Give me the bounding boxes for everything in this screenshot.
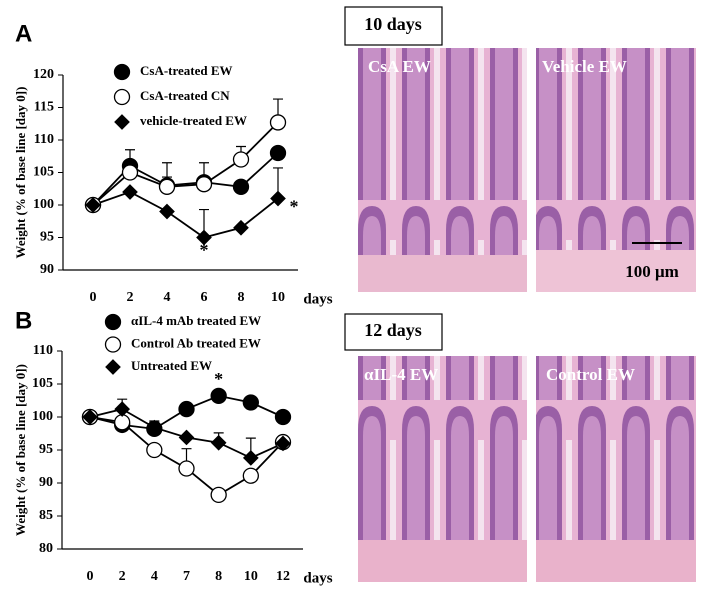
legend-label: CsA-treated CN: [140, 88, 230, 103]
image-label: Control EW: [546, 365, 635, 384]
data-point: [210, 486, 227, 504]
data-point: [242, 467, 259, 484]
data-point: [242, 450, 259, 466]
legend-label: vehicle-treated EW: [140, 113, 247, 128]
data-point: [210, 387, 227, 405]
legend-label: Control Ab treated EW: [131, 335, 261, 350]
data-point: [178, 460, 195, 477]
data-point: [178, 400, 195, 418]
title-box: [344, 313, 443, 351]
legend-label: Untreated EW: [131, 358, 212, 373]
data-point: [242, 394, 259, 411]
legend-marker: [113, 63, 131, 81]
y-tick-label: 115: [34, 100, 54, 115]
x-tick-label: 12: [276, 569, 290, 584]
series-line: [92, 121, 279, 206]
x-tick-label: 2: [119, 569, 126, 584]
x-tick-label: 4: [164, 290, 171, 305]
x-tick-label: 10: [244, 569, 258, 584]
image: [358, 48, 527, 292]
y-tick-label: 95: [39, 442, 53, 457]
x-tick-label: 6: [201, 290, 208, 305]
legend-marker: [114, 114, 130, 130]
image-title: 10 days: [364, 14, 422, 34]
image-label: αIL-4 EW: [364, 365, 438, 384]
image-base: [358, 540, 527, 582]
data-point: [146, 419, 163, 436]
data-point: [270, 190, 286, 207]
y-tick-label: 80: [39, 541, 53, 556]
data-point: [195, 176, 213, 193]
y-tick-label: 90: [39, 475, 53, 490]
annotation: *: [200, 240, 209, 260]
x-tick-label: 2: [127, 290, 134, 305]
data-point: [232, 151, 250, 168]
data-point: [82, 409, 98, 425]
legend-label: αIL-4 mAb treated EW: [131, 313, 261, 328]
y-tick-label: 100: [33, 197, 54, 212]
data-point: [275, 435, 291, 452]
panel-label: A: [15, 20, 32, 47]
image-label: Vehicle EW: [542, 57, 627, 76]
panel-label: B: [15, 307, 32, 334]
y-axis-label: Weight (% of base line [day 0]): [13, 87, 28, 259]
data-point: [233, 219, 249, 236]
data-point: [159, 203, 175, 220]
data-point: [232, 178, 250, 195]
y-tick-label: 110: [34, 132, 54, 147]
annotation: *: [214, 369, 223, 389]
y-axis-label: Weight (% of base line [day 0]): [13, 364, 28, 536]
x-axis-label: days: [303, 291, 332, 307]
y-tick-label: 90: [40, 262, 54, 277]
data-point: [121, 164, 139, 181]
x-tick-label: 0: [87, 569, 94, 584]
image-base: [536, 250, 696, 292]
legend-marker: [105, 359, 121, 375]
x-tick-label: 0: [90, 290, 97, 305]
data-point: [269, 144, 287, 162]
data-point: [178, 429, 195, 446]
x-tick-label: 4: [151, 569, 158, 584]
y-tick-label: 85: [39, 508, 53, 523]
image-title: 12 days: [364, 320, 422, 340]
scale-label: 100 μm: [625, 262, 679, 281]
y-tick-label: 110: [33, 343, 53, 358]
image-base: [358, 255, 527, 292]
y-tick-label: 120: [33, 67, 54, 82]
data-point: [146, 441, 163, 459]
data-point: [114, 414, 131, 431]
data-point: [114, 401, 131, 417]
image-base: [536, 540, 696, 582]
data-point: [122, 184, 138, 200]
series-line: [92, 152, 279, 206]
x-tick-label: 8: [238, 290, 245, 305]
histology-images: 10 days 12 days CsA EW Vehicle EW αIL-4 …: [344, 6, 696, 582]
data-point: [274, 408, 292, 426]
legend-marker: [113, 88, 131, 106]
x-axis-label: days: [303, 570, 332, 586]
legend-label: CsA-treated EW: [140, 63, 233, 78]
x-tick-label: 7: [183, 569, 190, 584]
legend-marker: [104, 336, 122, 353]
series-line: [92, 191, 279, 239]
data-point: [210, 434, 227, 451]
legend-marker: [104, 313, 122, 331]
image-label: CsA EW: [368, 57, 431, 76]
annotation: *: [290, 196, 299, 216]
y-tick-label: 100: [32, 409, 53, 424]
y-tick-label: 95: [40, 230, 54, 245]
y-tick-label: 105: [33, 165, 54, 180]
data-point: [269, 114, 287, 131]
x-tick-label: 8: [215, 569, 222, 584]
data-point: [158, 178, 176, 195]
y-tick-label: 105: [32, 376, 53, 391]
x-tick-label: 10: [271, 290, 285, 305]
title-box: [344, 6, 443, 46]
data-point: [85, 197, 101, 213]
data-point: [196, 229, 212, 246]
